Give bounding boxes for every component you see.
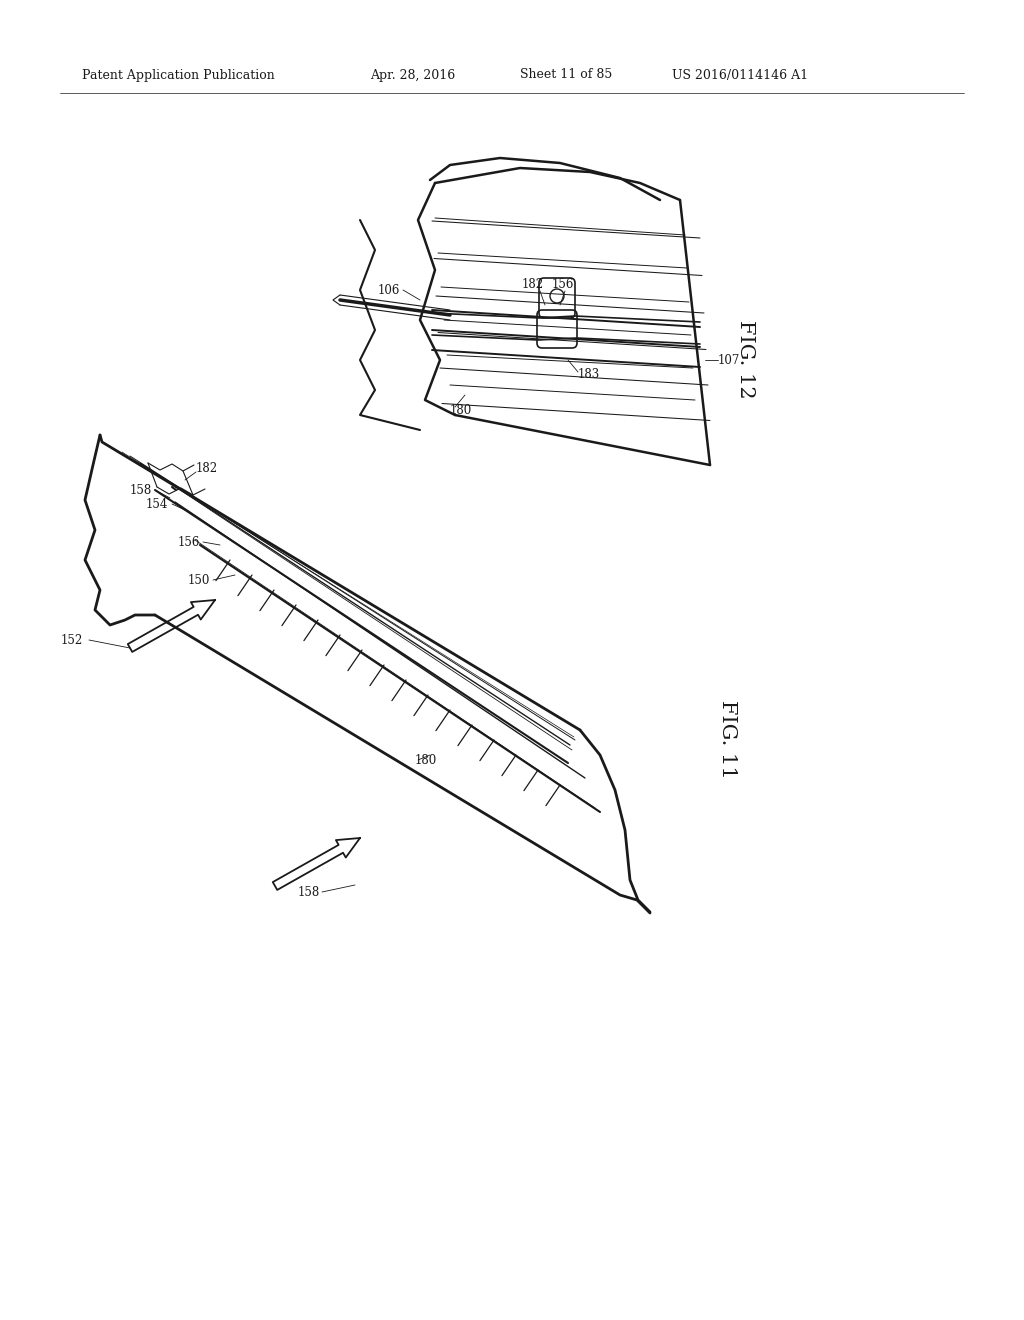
Text: 150: 150 [187,573,210,586]
Text: FIG. 12: FIG. 12 [735,319,755,399]
Text: Sheet 11 of 85: Sheet 11 of 85 [520,69,612,82]
Text: US 2016/0114146 A1: US 2016/0114146 A1 [672,69,808,82]
Text: 106: 106 [378,284,400,297]
Text: 183: 183 [578,368,600,381]
Text: Patent Application Publication: Patent Application Publication [82,69,274,82]
Text: 158: 158 [298,886,319,899]
Text: 152: 152 [60,634,83,647]
Text: 156: 156 [177,536,200,549]
Text: 180: 180 [415,754,437,767]
Text: 158: 158 [130,483,152,496]
Text: 154: 154 [145,498,168,511]
Text: 182: 182 [196,462,218,474]
Text: FIG. 11: FIG. 11 [719,700,737,779]
Text: 156: 156 [552,279,574,292]
Text: 182: 182 [522,279,544,292]
Text: 180: 180 [450,404,472,417]
Text: 107: 107 [718,354,740,367]
Text: Apr. 28, 2016: Apr. 28, 2016 [370,69,456,82]
